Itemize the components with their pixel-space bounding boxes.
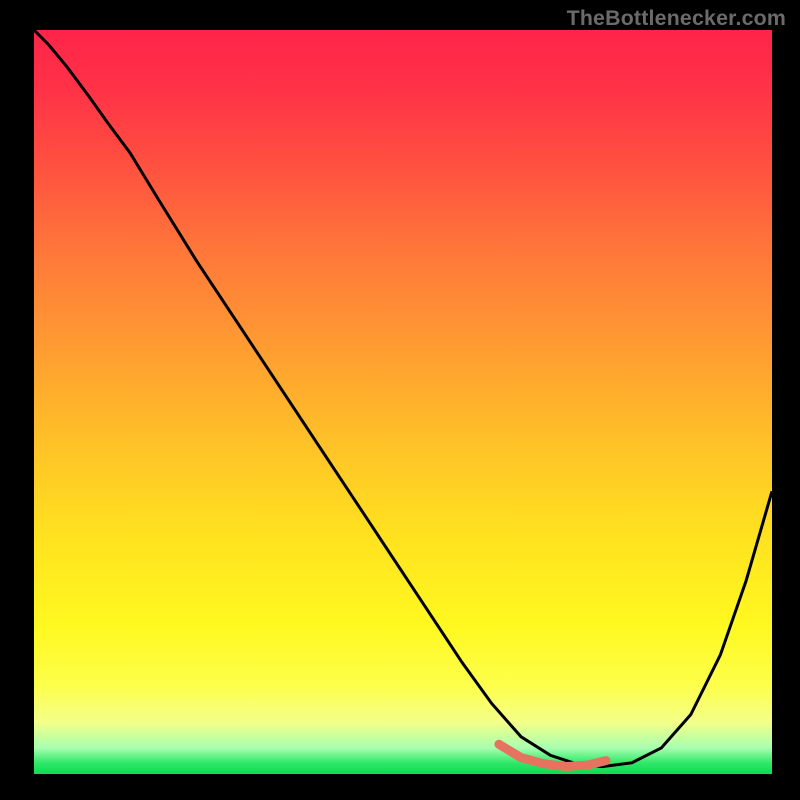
chart-container: TheBottlenecker.com: [0, 0, 800, 800]
watermark-text: TheBottlenecker.com: [567, 6, 786, 31]
plot-area: [34, 30, 772, 774]
gradient-background: [34, 30, 772, 774]
